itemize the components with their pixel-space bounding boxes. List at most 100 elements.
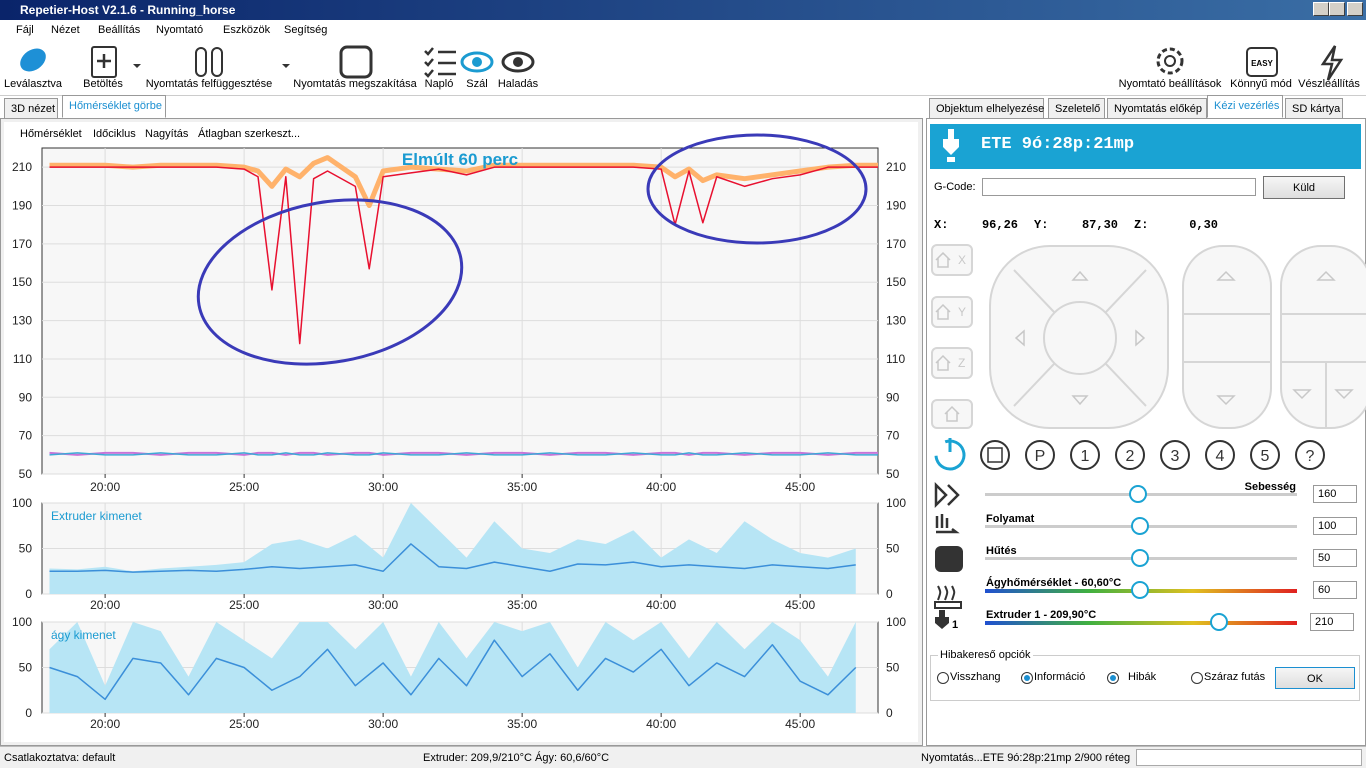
close-button[interactable] xyxy=(1347,2,1363,16)
progress-icon[interactable] xyxy=(501,51,535,73)
chart-menu-item[interactable]: Időciklus xyxy=(93,128,136,140)
fan-button[interactable] xyxy=(980,440,1010,470)
x-tick-label: 30:00 xyxy=(368,717,398,731)
settings-icon[interactable] xyxy=(1156,47,1184,75)
home-all-button[interactable] xyxy=(931,399,973,429)
spin-box[interactable]: 100 xyxy=(1313,517,1357,535)
x-tick-label: 20:00 xyxy=(90,717,120,731)
window-title: Repetier-Host V2.1.6 - Running_horse xyxy=(20,3,236,17)
pause-icon[interactable] xyxy=(211,47,223,77)
y2-tick-label: 0 xyxy=(886,587,893,601)
tab[interactable]: Objektum elhelyezése xyxy=(929,98,1044,119)
xy-center[interactable] xyxy=(1043,301,1117,375)
easy-icon[interactable] xyxy=(1246,47,1278,77)
slider-thumb[interactable] xyxy=(1129,485,1147,503)
ok-button[interactable]: OK xyxy=(1275,667,1355,689)
coord-axis: Z: xyxy=(1134,218,1149,232)
toolbar-label[interactable]: Leválasztva xyxy=(3,78,63,90)
maximize-button[interactable] xyxy=(1329,2,1345,16)
disconnect-icon[interactable] xyxy=(16,44,50,76)
series-line xyxy=(49,451,878,456)
tab[interactable]: 3D nézet xyxy=(4,98,58,119)
stop-icon[interactable] xyxy=(339,45,373,79)
menu-item[interactable]: Eszközök xyxy=(223,24,271,36)
toolbar-label[interactable]: Nyomtatás felfüggesztése xyxy=(145,78,273,90)
eta-text: ETE 9ó:28p:21mp xyxy=(981,135,1135,154)
tab[interactable]: SD kártya xyxy=(1285,98,1343,119)
toolbar-label[interactable]: Nyomtató beállítások xyxy=(1118,78,1222,90)
y-tick-label: 50 xyxy=(19,542,33,556)
log-icon[interactable] xyxy=(424,47,456,78)
menu-item[interactable]: Nyomtató xyxy=(156,24,204,36)
slider-label: Hűtés xyxy=(986,545,1017,557)
toolbar-label[interactable]: Vészleállítás xyxy=(1298,78,1360,90)
spin-box[interactable]: 50 xyxy=(1313,549,1357,567)
flow-icon xyxy=(935,514,960,534)
round-button-label: 2 xyxy=(1126,448,1135,465)
filament-icon[interactable] xyxy=(460,51,494,73)
gcode-label: G-Code: xyxy=(934,181,976,193)
round-button[interactable] xyxy=(1295,440,1325,470)
radio-button[interactable] xyxy=(1191,672,1203,684)
menu-item[interactable]: Beállítás xyxy=(98,24,141,36)
radio-label[interactable]: Száraz futás xyxy=(1204,671,1266,683)
slider-thumb[interactable] xyxy=(1131,517,1149,535)
e-pad[interactable] xyxy=(1280,245,1366,429)
spin-box[interactable]: 210 xyxy=(1310,613,1354,631)
emergency-icon[interactable] xyxy=(1320,45,1344,81)
chart-title: ágy kimenet xyxy=(51,628,116,642)
easy-icon-text: EASY xyxy=(1251,59,1273,68)
pause-icon[interactable] xyxy=(195,47,207,77)
minimize-button[interactable] xyxy=(1313,2,1329,16)
tab[interactable]: Nyomtatás előkép xyxy=(1107,98,1207,119)
toolbar-label[interactable]: Könnyű mód xyxy=(1230,78,1292,90)
radio-dot xyxy=(1024,675,1030,681)
toolbar-label[interactable]: Betöltés xyxy=(83,78,123,90)
chart-menu-item[interactable]: Nagyítás xyxy=(145,128,189,140)
dropdown-arrow[interactable] xyxy=(133,64,141,68)
radio-label[interactable]: Információ xyxy=(1034,671,1086,683)
chart-menu-item[interactable]: Hőmérséklet xyxy=(20,128,82,140)
slider-track[interactable] xyxy=(985,621,1297,625)
round-button[interactable] xyxy=(1205,440,1235,470)
dropdown-arrow[interactable] xyxy=(282,64,290,68)
tab[interactable]: Hőmérséklet görbe xyxy=(62,95,166,118)
spin-box[interactable]: 60 xyxy=(1313,581,1357,599)
slider-thumb[interactable] xyxy=(1210,613,1228,631)
round-button[interactable] xyxy=(1250,440,1280,470)
radio-button[interactable] xyxy=(937,672,949,684)
radio-label[interactable]: Hibák xyxy=(1128,671,1157,683)
power-button[interactable] xyxy=(932,437,968,473)
status-text: Nyomtatás...ETE 9ó:28p:21mp 2/900 réteg xyxy=(921,752,1131,764)
status-field xyxy=(1136,749,1362,766)
menu-item[interactable]: Fájl xyxy=(16,24,34,36)
round-button[interactable] xyxy=(1115,440,1145,470)
slider-thumb[interactable] xyxy=(1131,581,1149,599)
toolbar-label[interactable]: Napló xyxy=(424,78,454,90)
round-button[interactable] xyxy=(1025,440,1055,470)
toolbar-label[interactable]: Szál xyxy=(466,78,488,90)
spin-box[interactable]: 160 xyxy=(1313,485,1357,503)
toolbar-label[interactable]: Haladás xyxy=(497,78,539,90)
chart-menu-item[interactable]: Átlagban szerkeszt... xyxy=(198,128,301,140)
y2-tick-label: 90 xyxy=(886,390,900,404)
tab[interactable]: Kézi vezérlés xyxy=(1207,95,1283,118)
menu-item[interactable]: Segítség xyxy=(284,24,328,36)
toolbar-label[interactable]: Nyomtatás megszakítása xyxy=(293,78,417,90)
z-pad[interactable] xyxy=(1182,245,1272,429)
send-button[interactable]: Küld xyxy=(1263,176,1345,199)
coord-value: 96,26 xyxy=(981,218,1018,232)
y-tick-label: 0 xyxy=(25,706,32,720)
y-tick-label: 50 xyxy=(19,467,33,481)
bed-icon xyxy=(934,585,962,609)
gcode-input[interactable] xyxy=(982,178,1256,196)
round-button[interactable] xyxy=(1070,440,1100,470)
round-button[interactable] xyxy=(1160,440,1190,470)
tab[interactable]: Szeletelő xyxy=(1048,98,1105,119)
y2-tick-label: 50 xyxy=(886,542,900,556)
load-icon[interactable] xyxy=(91,46,117,78)
slider-thumb[interactable] xyxy=(1131,549,1149,567)
menu-item[interactable]: Nézet xyxy=(51,24,80,36)
radio-label[interactable]: Visszhang xyxy=(950,671,1001,683)
